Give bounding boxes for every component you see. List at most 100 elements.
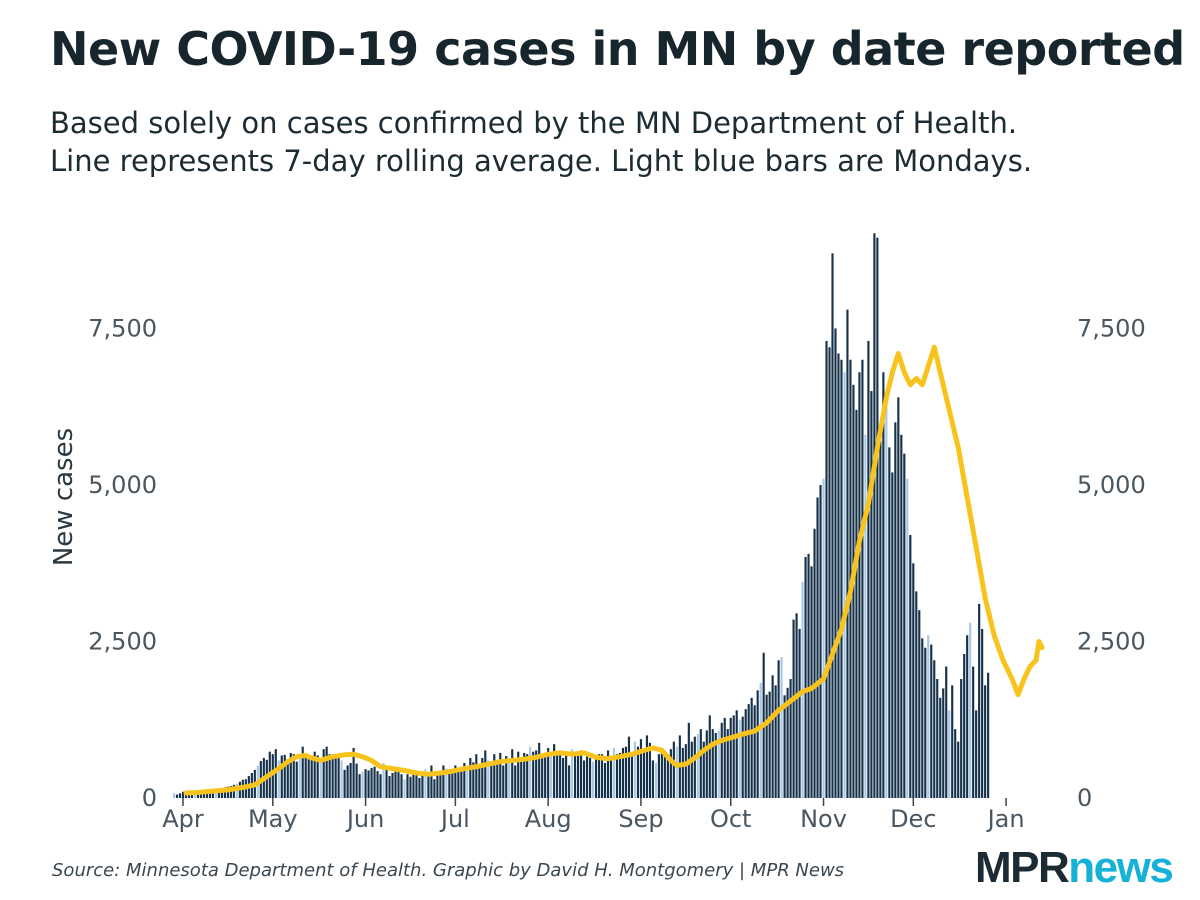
monday-bar <box>445 768 448 798</box>
daily-bar <box>588 757 592 798</box>
y-tick-label-left: 5,000 <box>88 471 157 499</box>
x-tick-label: Jul <box>439 805 470 833</box>
daily-bar <box>876 237 879 798</box>
daily-bar <box>391 772 394 798</box>
daily-bar <box>367 770 370 798</box>
daily-bar <box>373 766 376 798</box>
daily-bar <box>942 688 945 798</box>
daily-bar <box>735 710 738 798</box>
daily-bar <box>316 755 319 798</box>
daily-bar <box>714 732 717 798</box>
daily-bar <box>451 769 454 798</box>
daily-bar <box>777 660 780 798</box>
daily-bar <box>669 749 672 798</box>
daily-bar <box>514 765 517 798</box>
daily-bar <box>271 754 274 798</box>
daily-bar <box>699 729 702 798</box>
daily-bar <box>621 747 625 798</box>
daily-bar <box>184 794 188 798</box>
daily-bar <box>370 767 373 798</box>
daily-bar <box>187 792 191 798</box>
mpr-news-logo: MPRnews <box>975 843 1174 892</box>
daily-bar <box>846 309 849 798</box>
monday-bar <box>738 719 741 798</box>
daily-bar <box>301 746 304 798</box>
daily-bar <box>328 754 331 798</box>
daily-bar <box>406 774 409 798</box>
monday-bar <box>885 397 888 798</box>
chart-title: New COVID-19 cases in MN by date reporte… <box>50 22 1185 76</box>
daily-bar <box>559 750 562 798</box>
daily-bar <box>388 776 391 798</box>
daily-bar <box>334 756 337 798</box>
daily-bar <box>472 762 475 798</box>
monday-bar <box>277 760 280 798</box>
x-tick-label: Sep <box>618 805 663 833</box>
daily-bar <box>966 635 969 798</box>
x-tick-label: Dec <box>890 805 936 833</box>
source-credit: Source: Minnesota Department of Health. … <box>52 860 845 881</box>
daily-bar <box>355 763 358 798</box>
daily-bar <box>648 742 651 798</box>
daily-bar <box>657 754 660 798</box>
daily-bar <box>600 754 604 798</box>
daily-bar <box>936 679 939 798</box>
daily-bar <box>750 697 753 798</box>
x-tick-label: Jan <box>986 805 1025 833</box>
daily-bar <box>304 754 307 798</box>
x-tick-label: Nov <box>800 805 847 833</box>
daily-bar <box>978 603 981 798</box>
daily-bar <box>882 372 885 798</box>
daily-bar <box>283 754 286 798</box>
daily-bar <box>837 353 840 798</box>
daily-bar <box>960 679 963 798</box>
daily-bar <box>828 347 831 798</box>
daily-bar <box>651 760 654 798</box>
daily-bar <box>810 566 813 798</box>
daily-bar <box>798 628 801 798</box>
daily-bar <box>556 754 559 798</box>
daily-bar <box>523 752 526 798</box>
daily-bar <box>987 672 990 798</box>
daily-bar <box>702 741 705 798</box>
daily-bar <box>825 340 828 798</box>
daily-bar <box>615 754 619 798</box>
daily-bar <box>280 755 283 798</box>
x-tick-label: Oct <box>710 805 752 833</box>
daily-bar <box>292 754 295 798</box>
monday-bar <box>424 769 427 798</box>
daily-bar <box>430 765 433 798</box>
daily-bar <box>517 751 520 798</box>
rolling-average-line <box>183 344 1045 796</box>
daily-bar <box>867 340 870 798</box>
monday-bar <box>864 434 867 798</box>
daily-bar <box>684 744 687 798</box>
daily-bar <box>774 685 777 798</box>
daily-bar <box>756 690 759 798</box>
daily-bar <box>918 610 921 798</box>
daily-bar <box>786 687 789 798</box>
y-axis-label: New cases <box>49 428 79 566</box>
daily-bar <box>463 762 466 798</box>
daily-bar <box>580 750 583 798</box>
daily-bar <box>496 761 499 798</box>
daily-bar <box>666 757 669 798</box>
daily-bar <box>921 638 924 798</box>
daily-bar <box>708 715 711 798</box>
daily-bar <box>544 754 547 798</box>
y-tick-label-left: 0 <box>142 784 157 812</box>
daily-bar <box>732 715 735 798</box>
daily-bar <box>322 749 325 798</box>
daily-bar <box>981 628 984 798</box>
daily-bar <box>705 730 708 798</box>
monday-bar <box>319 757 322 798</box>
monday-bar <box>193 794 197 798</box>
daily-bar <box>409 776 412 798</box>
daily-bars <box>172 233 990 799</box>
logo-mpr: MPR <box>975 843 1070 892</box>
daily-bar <box>624 746 628 798</box>
daily-bar <box>852 384 855 798</box>
daily-bar <box>295 761 298 798</box>
daily-bar <box>912 563 915 798</box>
daily-bar <box>804 556 807 798</box>
